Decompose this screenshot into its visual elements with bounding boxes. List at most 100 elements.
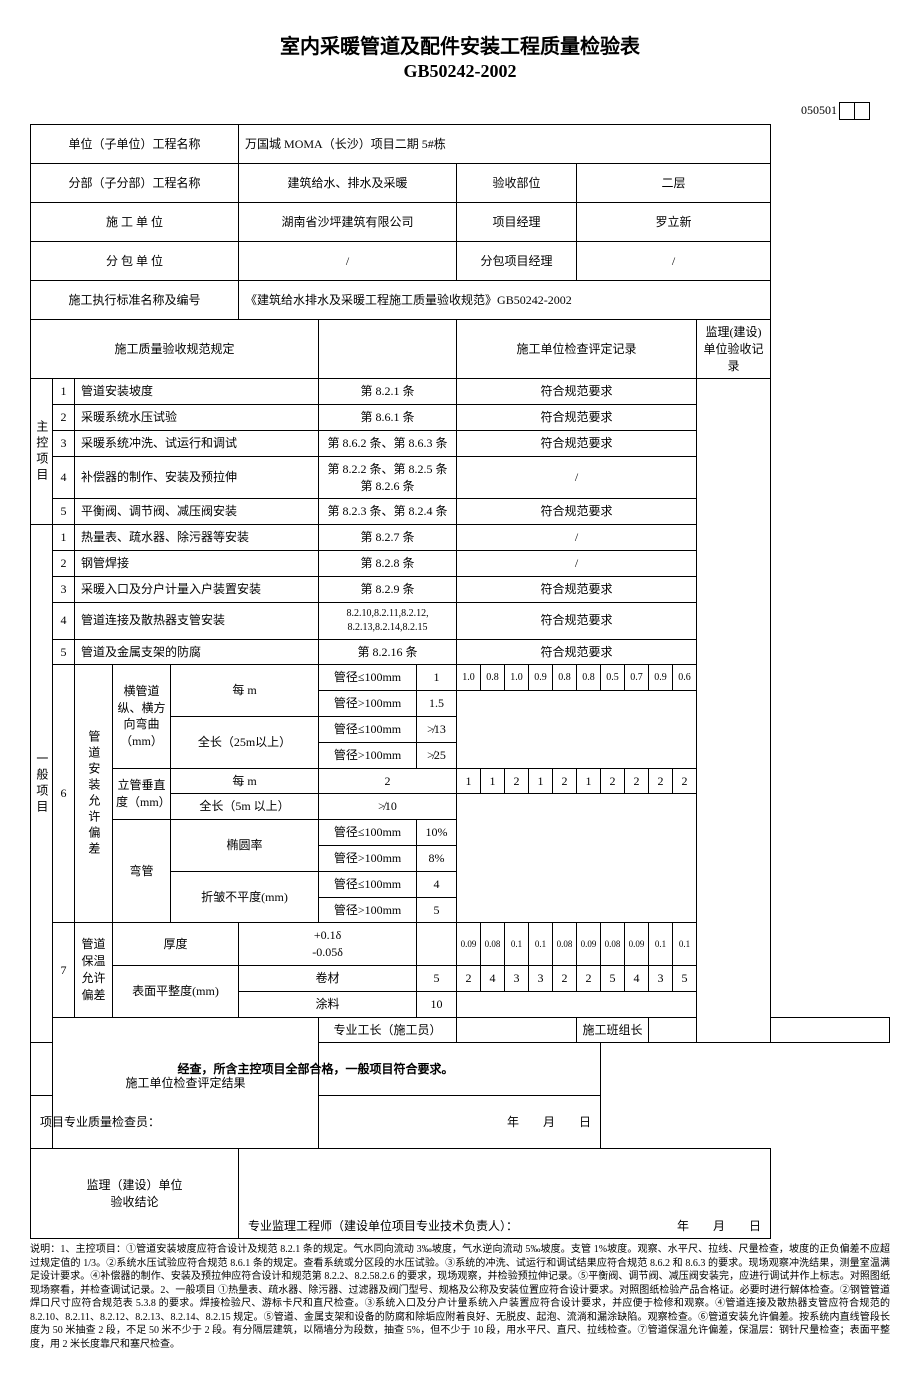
m: 0.08	[553, 923, 577, 966]
doc-title: 室内采暖管道及配件安装工程质量检验表	[30, 30, 890, 59]
val: ≯10	[319, 794, 457, 820]
val: 5	[417, 965, 457, 991]
m: 4	[481, 965, 505, 991]
idx: 2	[53, 405, 75, 431]
m: 3	[505, 965, 529, 991]
m: 2	[673, 768, 697, 794]
item-ref: 第 8.2.1 条	[319, 379, 457, 405]
m: 0.8	[577, 665, 601, 691]
m: 3	[649, 965, 673, 991]
item-result: 符合规范要求	[457, 576, 697, 602]
cond: 管径>100mm	[319, 742, 417, 768]
m: 0.1	[649, 923, 673, 966]
m: 2	[553, 768, 577, 794]
blank	[319, 320, 457, 379]
item-result: 符合规范要求	[457, 379, 697, 405]
m: 5	[601, 965, 625, 991]
m: 3	[529, 965, 553, 991]
cond: 管径>100mm	[319, 691, 417, 717]
code-box	[839, 102, 855, 120]
idx: 3	[53, 430, 75, 456]
m: 1.0	[457, 665, 481, 691]
cond: 管径≤100mm	[319, 716, 417, 742]
idx: 1	[53, 379, 75, 405]
m: 2	[457, 965, 481, 991]
item-ref: 第 8.6.2 条、第 8.6.3 条	[319, 430, 457, 456]
item-name: 采暖入口及分户计量入户装置安装	[75, 576, 319, 602]
form-code-row: 050501	[30, 102, 890, 120]
group-label: 管道安装允许偏差	[75, 665, 113, 923]
m: 0.1	[505, 923, 529, 966]
item-ref: 第 8.2.9 条	[319, 576, 457, 602]
item-ref: 第 8.2.2 条、第 8.2.5 条 第 8.2.6 条	[319, 456, 457, 499]
sub-label: 立管垂直度（mm）	[113, 768, 171, 820]
val: 1.5	[417, 691, 457, 717]
value: /	[239, 242, 457, 281]
cond: 管径≤100mm	[319, 820, 417, 846]
blank	[457, 991, 697, 1017]
item-name: 采暖系统冲洗、试运行和调试	[75, 430, 319, 456]
group-label: 管道保温允许偏差	[75, 923, 113, 1017]
idx: 5	[53, 639, 75, 665]
item-result: /	[457, 525, 697, 551]
m: 5	[673, 965, 697, 991]
scope: 每 m	[171, 768, 319, 794]
team-label: 施工班组长	[577, 1017, 649, 1043]
val: 10%	[417, 820, 457, 846]
form-code: 050501	[801, 103, 837, 117]
value: 罗立新	[577, 203, 771, 242]
foreman-value	[457, 1017, 577, 1043]
val: 2	[319, 768, 457, 794]
value: 二层	[577, 164, 771, 203]
m: 0.8	[553, 665, 577, 691]
item-name: 管道安装坡度	[75, 379, 319, 405]
val: 10	[417, 991, 457, 1017]
cond: 管径≤100mm	[319, 665, 417, 691]
m: 0.9	[529, 665, 553, 691]
item-result: /	[457, 456, 697, 499]
value: 《建筑给水排水及采暖工程施工质量验收规范》GB50242-2002	[239, 281, 771, 320]
value: /	[577, 242, 771, 281]
general-label: 一般项目	[31, 525, 53, 1043]
item-name: 管道及金属支架的防腐	[75, 639, 319, 665]
supervise-label: 监理（建设）单位 验收结论	[31, 1149, 239, 1239]
idx: 4	[53, 456, 75, 499]
cond: 涂料	[239, 991, 417, 1017]
value: 万国城 MOMA（长沙）项目二期 5#栋	[239, 125, 771, 164]
sub-label: 弯管	[113, 820, 171, 923]
item-result: 符合规范要求	[457, 639, 697, 665]
scope: 每 m	[171, 665, 319, 717]
idx: 5	[53, 499, 75, 525]
m: 0.9	[649, 665, 673, 691]
blank	[417, 923, 457, 966]
item-result: 符合规范要求	[457, 405, 697, 431]
m: 2	[505, 768, 529, 794]
label: 分部（子分部）工程名称	[31, 164, 239, 203]
m: 0.09	[625, 923, 649, 966]
item-ref: 8.2.10,8.2.11,8.2.12, 8.2.13,8.2.14,8.2.…	[319, 602, 457, 639]
item-result: /	[457, 550, 697, 576]
foreman-label: 专业工长（施工员）	[319, 1017, 457, 1043]
scope: 全长（5m 以上）	[171, 794, 319, 820]
item-name: 平衡阀、调节阀、减压阀安装	[75, 499, 319, 525]
result-text: 经查，所含主控项目全部合格，一般项目符合要求。	[31, 1043, 601, 1096]
date: 年 月 日	[507, 1114, 591, 1131]
label: 单位（子单位）工程名称	[31, 125, 239, 164]
scope: 折皱不平度(mm)	[171, 871, 319, 923]
item-ref: 第 8.6.1 条	[319, 405, 457, 431]
supervise-record	[697, 379, 771, 1043]
label: 项目经理	[457, 203, 577, 242]
checker-row: 项目专业质量检查员： 年 月 日	[31, 1096, 601, 1149]
value: 建筑给水、排水及采暖	[239, 164, 457, 203]
idx: 1	[53, 525, 75, 551]
date: 年 月 日	[677, 1218, 761, 1235]
cond: 管径>100mm	[319, 897, 417, 923]
m: 1.0	[505, 665, 529, 691]
label: 分包项目经理	[457, 242, 577, 281]
engineer-row: 专业监理工程师（建设单位项目专业技术负责人）： 年 月 日	[239, 1149, 771, 1239]
inspection-table: 单位（子单位）工程名称 万国城 MOMA（长沙）项目二期 5#栋 分部（子分部）…	[30, 124, 890, 1239]
item-result: 符合规范要求	[457, 499, 697, 525]
item-ref: 第 8.2.3 条、第 8.2.4 条	[319, 499, 457, 525]
code-box	[854, 102, 870, 120]
main-ctrl-label: 主控项目	[31, 379, 53, 525]
